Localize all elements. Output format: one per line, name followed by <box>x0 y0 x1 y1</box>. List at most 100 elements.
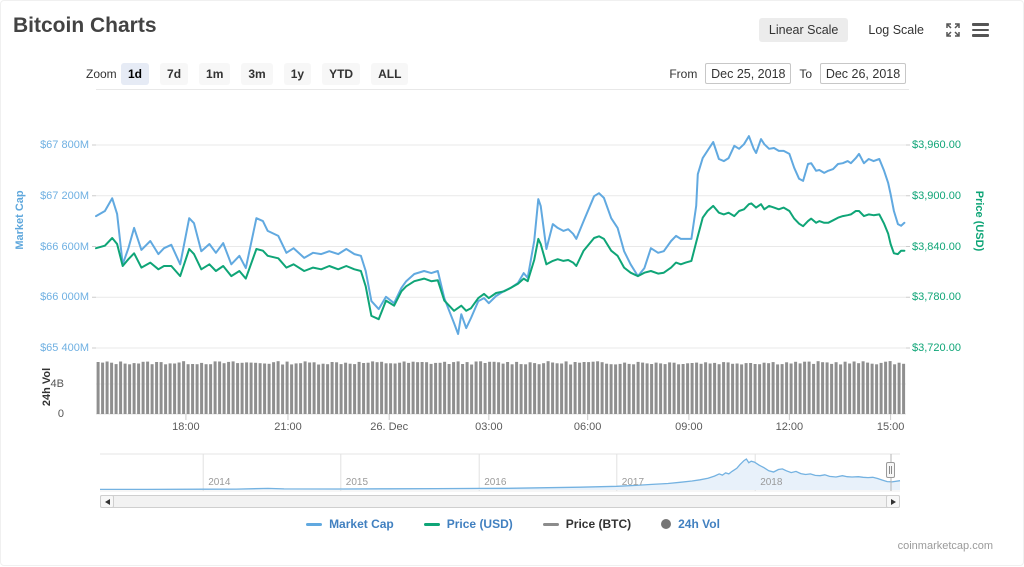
volume-bar <box>380 361 384 414</box>
volume-bar <box>510 364 514 414</box>
volume-bar <box>416 362 420 414</box>
volume-bar <box>825 362 829 414</box>
volume-bar <box>101 362 105 414</box>
volume-bar <box>258 363 262 414</box>
volume-bar <box>276 361 280 414</box>
volume-bar <box>654 362 658 414</box>
legend-item-price-usd-[interactable]: Price (USD) <box>423 517 513 531</box>
volume-bar <box>780 364 784 414</box>
volume-bar <box>866 362 870 414</box>
series-market-cap <box>95 135 906 335</box>
volume-bar <box>533 363 537 414</box>
volume-bar <box>596 361 600 414</box>
volume-bar <box>569 364 573 414</box>
volume-bar <box>447 364 451 414</box>
volume-bar <box>641 362 645 414</box>
volume-bar <box>758 364 762 414</box>
volume-axis-value: 0 <box>57 408 64 420</box>
volume-bar <box>843 361 847 414</box>
scrollbar-left-button[interactable] <box>100 495 114 508</box>
volume-bar <box>722 362 726 414</box>
zoom-button-1y[interactable]: 1y <box>283 63 312 85</box>
zoom-button-7d[interactable]: 7d <box>160 63 189 85</box>
volume-bar <box>479 361 483 414</box>
volume-bar <box>245 362 249 414</box>
zoom-label: Zoom <box>86 67 117 81</box>
volume-bar <box>411 361 415 414</box>
marketcap-axis-value: $67 800M <box>40 139 89 151</box>
volume-bar <box>123 363 127 414</box>
volume-bar <box>155 362 159 414</box>
volume-bar <box>767 363 771 414</box>
volume-bar <box>515 361 519 414</box>
zoom-button-1m[interactable]: 1m <box>199 63 231 85</box>
price-axis-value: $3,780.00 <box>912 291 961 304</box>
volume-bar <box>893 364 897 414</box>
navigator-handle[interactable] <box>886 462 895 478</box>
zoom-button-ytd[interactable]: YTD <box>322 63 361 85</box>
volume-bar <box>182 361 186 414</box>
volume-bar <box>290 364 294 414</box>
volume-bar <box>96 362 100 414</box>
zoom-button-3m[interactable]: 3m <box>241 63 273 85</box>
time-axis-value: 12:00 <box>775 421 804 433</box>
volume-bar <box>528 362 532 414</box>
watermark: coinmarketcap.com <box>897 540 993 552</box>
volume-bar <box>704 362 708 414</box>
volume-bar <box>834 362 838 414</box>
volume-bar <box>371 361 375 414</box>
marketcap-axis-value: $66 000M <box>40 291 89 304</box>
price-axis-value: $3,720.00 <box>912 342 961 354</box>
volume-bar <box>744 363 748 414</box>
volume-bar <box>753 364 757 414</box>
time-axis-value: 06:00 <box>573 421 602 433</box>
to-date-input[interactable] <box>820 63 906 84</box>
chart-legend: Market Cap Price (USD) Price (BTC) 24h Vol <box>1 517 1024 531</box>
volume-bar <box>762 362 766 414</box>
volume-bar <box>839 364 843 414</box>
time-axis-value: 26. Dec <box>370 421 409 433</box>
volume-bar <box>708 363 712 414</box>
volume-bar <box>789 363 793 414</box>
volume-bar <box>173 363 177 414</box>
volume-bar <box>438 362 442 414</box>
volume-bar <box>222 363 226 414</box>
volume-bar <box>330 362 334 414</box>
zoom-button-all[interactable]: ALL <box>371 63 409 85</box>
log-scale-button[interactable]: Log Scale <box>868 23 924 37</box>
volume-bar <box>497 362 501 414</box>
legend-item-market-cap[interactable]: Market Cap <box>306 517 394 531</box>
volume-bar <box>623 362 627 414</box>
volume-bar <box>200 362 204 414</box>
zoom-button-1d[interactable]: 1d <box>121 63 150 85</box>
volume-bar <box>555 363 559 414</box>
price-axis-value: $3,960.00 <box>912 139 961 151</box>
volume-bar <box>830 363 834 414</box>
volume-bar <box>146 361 150 414</box>
volume-bar <box>312 362 316 414</box>
volume-bar <box>807 361 811 414</box>
volume-bar <box>564 361 568 414</box>
legend-item-price-btc-[interactable]: Price (BTC) <box>542 517 632 531</box>
volume-bar <box>794 361 798 414</box>
linear-scale-button[interactable]: Linear Scale <box>758 18 849 42</box>
volume-bar <box>254 362 258 414</box>
chart-menu-icon[interactable] <box>972 23 989 37</box>
from-date-input[interactable] <box>705 63 792 84</box>
volume-bar <box>645 363 649 414</box>
volume-bar <box>519 364 523 414</box>
scrollbar-track[interactable] <box>100 495 900 508</box>
volume-bar <box>389 363 393 414</box>
volume-bar <box>429 363 433 414</box>
volume-bar <box>299 363 303 414</box>
volume-bar <box>375 362 379 414</box>
scrollbar-right-button[interactable] <box>886 495 900 508</box>
volume-bar <box>650 364 654 414</box>
legend-item-24h-vol[interactable]: 24h Vol <box>661 517 720 531</box>
volume-bar <box>663 364 667 414</box>
legend-label: Price (BTC) <box>565 517 632 531</box>
volume-bar <box>227 361 231 414</box>
legend-label: Price (USD) <box>446 517 513 531</box>
volume-bar <box>875 364 879 414</box>
fullscreen-icon[interactable] <box>944 21 962 39</box>
